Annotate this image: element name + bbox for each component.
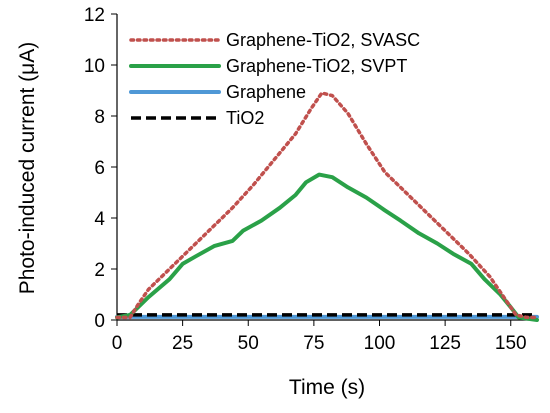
legend-label: Graphene-TiO2, SVPT [226,56,407,76]
y-tick-label: 2 [94,260,105,281]
y-tick-label: 6 [94,158,105,179]
y-tick-label: 12 [84,5,105,26]
legend-label: Graphene [226,82,306,102]
x-axis-title: Time (s) [289,376,365,399]
y-axis-title: Photo-induced current (μA) [16,42,39,295]
series-line-graphene-tio2-svasc [115,91,539,320]
y-tick-label: 8 [94,107,105,128]
x-tick-label: 100 [364,333,396,354]
x-tick-label: 150 [495,333,527,354]
x-tick-label: 75 [303,333,324,354]
legend-label: TiO2 [226,108,264,128]
x-tick-label: 0 [112,333,123,354]
series-line-graphene-tio2-svpt [115,172,539,322]
y-tick-label: 10 [84,56,105,77]
x-tick-label: 25 [172,333,193,354]
x-tick-label: 50 [238,333,259,354]
y-tick-label: 4 [94,209,105,230]
x-tick-label: 125 [429,333,461,354]
y-tick-label: 0 [94,311,105,332]
legend-label: Graphene-TiO2, SVASC [226,30,420,50]
